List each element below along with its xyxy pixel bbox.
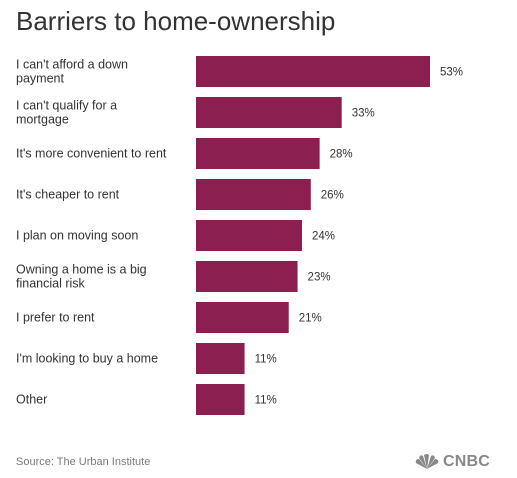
category-label-line: Owning a home is a big bbox=[16, 263, 147, 277]
chart-title: Barriers to home-ownership bbox=[16, 6, 336, 36]
peacock-icon bbox=[415, 454, 439, 469]
category-label-line: financial risk bbox=[16, 277, 86, 291]
bar bbox=[196, 384, 245, 415]
category-label: I can't qualify for a mortgage bbox=[16, 99, 117, 127]
category-label-line: payment bbox=[16, 72, 64, 86]
value-label: 11% bbox=[255, 354, 277, 366]
value-label: 11% bbox=[255, 395, 277, 407]
category-label: I plan on moving soon bbox=[16, 229, 138, 243]
category-label: I'm looking to buy a home bbox=[16, 352, 158, 366]
category-label-line: I'm looking to buy a home bbox=[16, 352, 158, 366]
bar-chart: I can't afford a down payment 53% I can't q… bbox=[16, 56, 463, 415]
bar bbox=[196, 179, 311, 210]
value-label: 28% bbox=[330, 149, 353, 161]
category-label: Owning a home is a big financial risk bbox=[16, 263, 147, 291]
bar bbox=[196, 56, 430, 87]
bar bbox=[196, 302, 289, 333]
value-label: 33% bbox=[352, 108, 375, 120]
category-label: It's cheaper to rent bbox=[16, 188, 120, 202]
category-label-line: It's cheaper to rent bbox=[16, 188, 120, 202]
category-label: It's more convenient to rent bbox=[16, 147, 167, 161]
category-label-line: It's more convenient to rent bbox=[16, 147, 167, 161]
value-label: 53% bbox=[440, 67, 463, 79]
bar bbox=[196, 220, 302, 251]
category-label-line: I can't qualify for a bbox=[16, 99, 117, 113]
value-label: 23% bbox=[308, 272, 331, 284]
category-label: I prefer to rent bbox=[16, 311, 95, 325]
category-label-line: I plan on moving soon bbox=[16, 229, 138, 243]
bar bbox=[196, 97, 342, 128]
value-label: 24% bbox=[312, 231, 335, 243]
category-label: Other bbox=[16, 393, 47, 407]
category-label-line: Other bbox=[16, 393, 47, 407]
bar bbox=[196, 138, 320, 169]
category-label: I can't afford a down payment bbox=[16, 58, 128, 86]
source-note: Source: The Urban Institute bbox=[16, 456, 151, 468]
cnbc-wordmark: CNBC bbox=[443, 453, 491, 470]
cnbc-logo: CNBC bbox=[414, 453, 490, 471]
category-label-line: mortgage bbox=[16, 113, 69, 127]
bar bbox=[196, 261, 298, 292]
category-label-line: I prefer to rent bbox=[16, 311, 95, 325]
category-label-line: I can't afford a down bbox=[16, 58, 128, 72]
value-label: 26% bbox=[321, 190, 344, 202]
bar bbox=[196, 343, 245, 374]
value-label: 21% bbox=[299, 313, 322, 325]
